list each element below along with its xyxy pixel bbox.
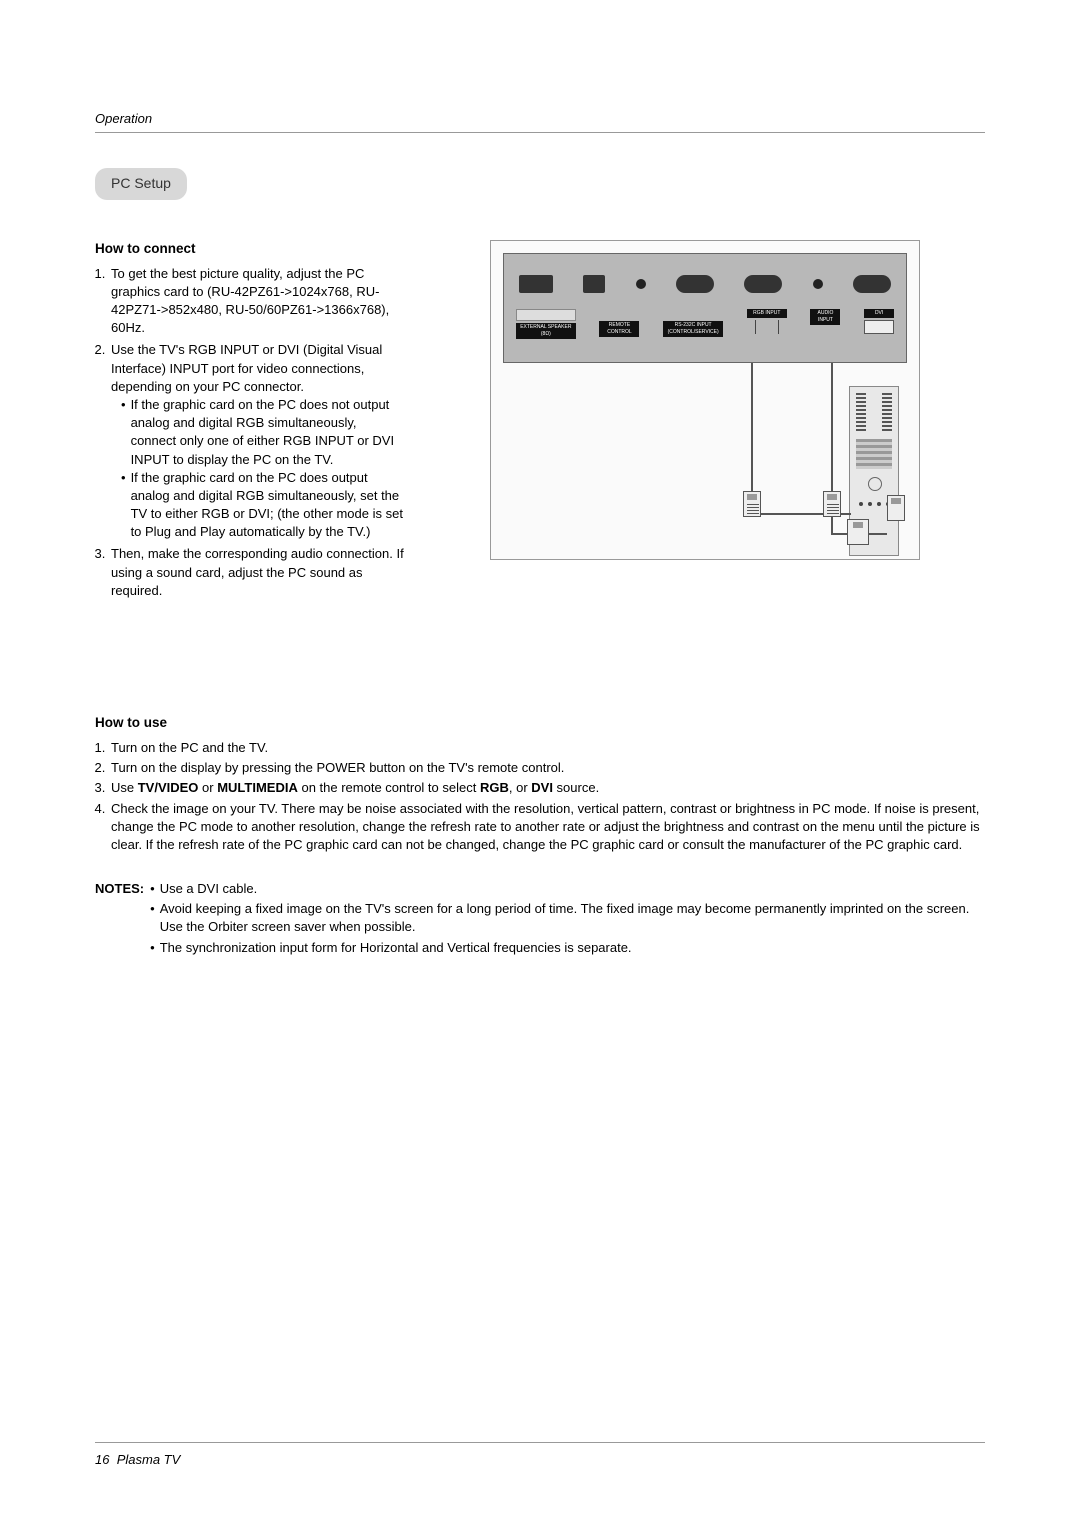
panel-label: RS-232C INPUT (CONTROL/SERVICE) [663,321,723,337]
panel-label: EXTERNAL SPEAKER (8Ω) [516,323,576,339]
panel-port-rounded [676,275,714,293]
header-rule [95,132,985,133]
footer-title: Plasma TV [117,1452,181,1467]
dvi-port-icon [864,320,894,334]
connector-icon [887,495,905,521]
connect-step-2: Use the TV's RGB INPUT or DVI (Digital V… [109,341,405,541]
panel-label: AUDIO INPUT [810,309,840,325]
notes-label: NOTES: [95,880,144,959]
panel-label: DVI [864,309,894,318]
connector-icon [743,491,761,517]
connect-step-2-sub-2: If the graphic card on the PC does outpu… [121,469,405,542]
how-to-use-section: How to use Turn on the PC and the TV. Tu… [95,714,985,854]
speaker-terminals-icon [516,309,576,321]
panel-port-rounded [744,275,782,293]
how-to-connect-column: How to connect To get the best picture q… [95,240,405,604]
panel-jack-icon [636,279,646,289]
panel-jack-icon [813,279,823,289]
connect-step-2-text: Use the TV's RGB INPUT or DVI (Digital V… [111,342,382,393]
note-item-1: Use a DVI cable. [150,880,985,898]
use-step-1: Turn on the PC and the TV. [109,739,985,757]
use-step-3: Use TV/VIDEO or MULTIMEDIA on the remote… [109,779,985,797]
use-step-2: Turn on the display by pressing the POWE… [109,759,985,777]
note-item-2: Avoid keeping a fixed image on the TV's … [150,900,985,936]
page-footer: 16 Plasma TV [95,1442,985,1469]
connector-icon [847,519,869,545]
panel-port-group [519,275,553,293]
notes-section: NOTES: Use a DVI cable. Avoid keeping a … [95,880,985,959]
how-to-connect-list: To get the best picture quality, adjust … [95,265,405,600]
connection-diagram: EXTERNAL SPEAKER (8Ω) REMOTE CONTROL RS-… [490,240,920,560]
how-to-use-list: Turn on the PC and the TV. Turn on the d… [95,739,985,854]
connect-step-2-sub-1: If the graphic card on the PC does not o… [121,396,405,469]
how-to-connect-heading: How to connect [95,240,405,259]
panel-port [583,275,605,293]
connect-step-3: Then, make the corresponding audio conne… [109,545,405,600]
page-number: 16 [95,1452,109,1467]
rgb-port-icon [755,320,779,334]
panel-label: RGB INPUT [747,309,787,318]
connector-icon [823,491,841,517]
connect-step-1: To get the best picture quality, adjust … [109,265,405,338]
tv-back-panel: EXTERNAL SPEAKER (8Ω) REMOTE CONTROL RS-… [503,253,907,363]
how-to-use-heading: How to use [95,714,985,733]
pc-setup-pill: PC Setup [95,168,187,200]
panel-port-rounded [853,275,891,293]
section-label: Operation [95,110,985,128]
note-item-3: The synchronization input form for Horiz… [150,939,985,957]
panel-label: REMOTE CONTROL [599,321,639,337]
use-step-4: Check the image on your TV. There may be… [109,800,985,855]
